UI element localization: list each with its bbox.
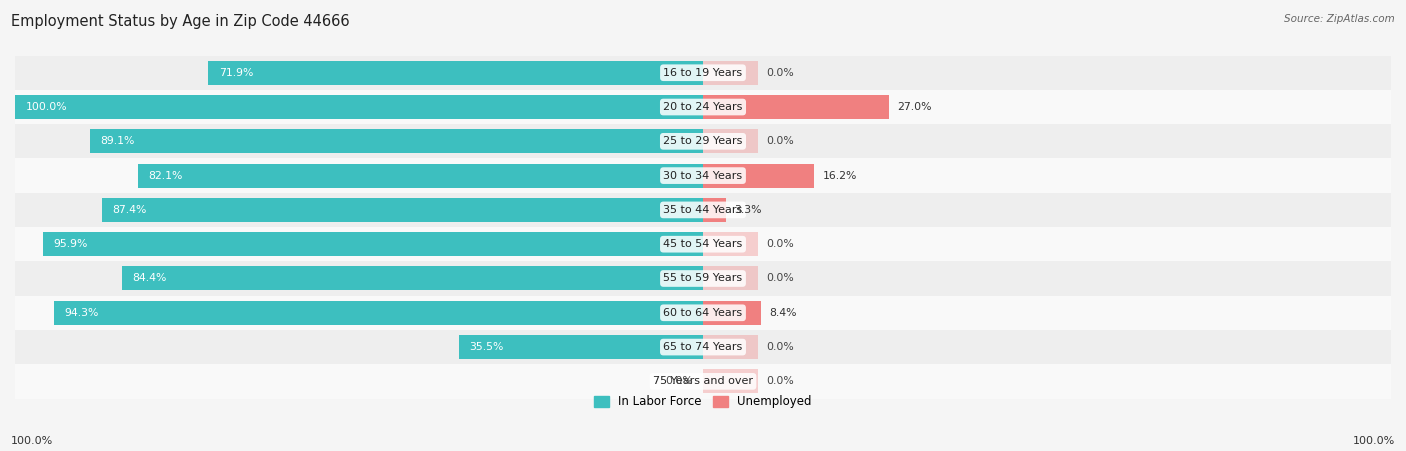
Bar: [15, 55, 1391, 90]
Text: 20 to 24 Years: 20 to 24 Years: [664, 102, 742, 112]
Bar: [138, 164, 703, 188]
Text: 35.5%: 35.5%: [470, 342, 503, 352]
Bar: [15, 261, 1391, 296]
Legend: In Labor Force, Unemployed: In Labor Force, Unemployed: [589, 391, 817, 413]
Bar: [15, 296, 1391, 330]
Text: 100.0%: 100.0%: [11, 437, 53, 446]
Bar: [15, 124, 1391, 158]
Text: 94.3%: 94.3%: [65, 308, 98, 318]
Bar: [101, 198, 703, 222]
Bar: [703, 61, 758, 85]
Text: 89.1%: 89.1%: [100, 136, 135, 146]
Text: 0.0%: 0.0%: [766, 239, 794, 249]
Text: 25 to 29 Years: 25 to 29 Years: [664, 136, 742, 146]
Text: 84.4%: 84.4%: [132, 273, 167, 284]
Bar: [15, 193, 1391, 227]
Text: 3.3%: 3.3%: [734, 205, 762, 215]
Bar: [44, 232, 703, 256]
Bar: [15, 90, 1391, 124]
Text: 55 to 59 Years: 55 to 59 Years: [664, 273, 742, 284]
Text: 100.0%: 100.0%: [1353, 437, 1395, 446]
Text: 8.4%: 8.4%: [769, 308, 797, 318]
Text: 0.0%: 0.0%: [665, 377, 693, 387]
Text: 75 Years and over: 75 Years and over: [652, 377, 754, 387]
Text: 0.0%: 0.0%: [766, 68, 794, 78]
Bar: [703, 164, 814, 188]
Text: 82.1%: 82.1%: [149, 170, 183, 180]
Text: 95.9%: 95.9%: [53, 239, 89, 249]
Text: 0.0%: 0.0%: [766, 342, 794, 352]
Bar: [15, 364, 1391, 399]
Bar: [703, 335, 758, 359]
Text: 27.0%: 27.0%: [897, 102, 932, 112]
Text: Employment Status by Age in Zip Code 44666: Employment Status by Age in Zip Code 446…: [11, 14, 350, 28]
Bar: [703, 267, 758, 290]
Text: 16 to 19 Years: 16 to 19 Years: [664, 68, 742, 78]
Text: 35 to 44 Years: 35 to 44 Years: [664, 205, 742, 215]
Text: 30 to 34 Years: 30 to 34 Years: [664, 170, 742, 180]
Bar: [15, 227, 1391, 261]
Bar: [703, 95, 889, 119]
Text: 0.0%: 0.0%: [766, 377, 794, 387]
Bar: [15, 330, 1391, 364]
Bar: [703, 198, 725, 222]
Text: 45 to 54 Years: 45 to 54 Years: [664, 239, 742, 249]
Text: 0.0%: 0.0%: [766, 136, 794, 146]
Text: 87.4%: 87.4%: [112, 205, 146, 215]
Text: 71.9%: 71.9%: [219, 68, 253, 78]
Text: 60 to 64 Years: 60 to 64 Years: [664, 308, 742, 318]
Bar: [55, 301, 703, 325]
Bar: [208, 61, 703, 85]
Bar: [703, 301, 761, 325]
Text: 0.0%: 0.0%: [766, 273, 794, 284]
Bar: [90, 129, 703, 153]
Text: 100.0%: 100.0%: [25, 102, 67, 112]
Bar: [703, 369, 758, 393]
Bar: [703, 129, 758, 153]
Text: 65 to 74 Years: 65 to 74 Years: [664, 342, 742, 352]
Bar: [15, 95, 703, 119]
Bar: [458, 335, 703, 359]
Text: 16.2%: 16.2%: [823, 170, 858, 180]
Bar: [15, 158, 1391, 193]
Text: Source: ZipAtlas.com: Source: ZipAtlas.com: [1284, 14, 1395, 23]
Bar: [122, 267, 703, 290]
Bar: [703, 232, 758, 256]
